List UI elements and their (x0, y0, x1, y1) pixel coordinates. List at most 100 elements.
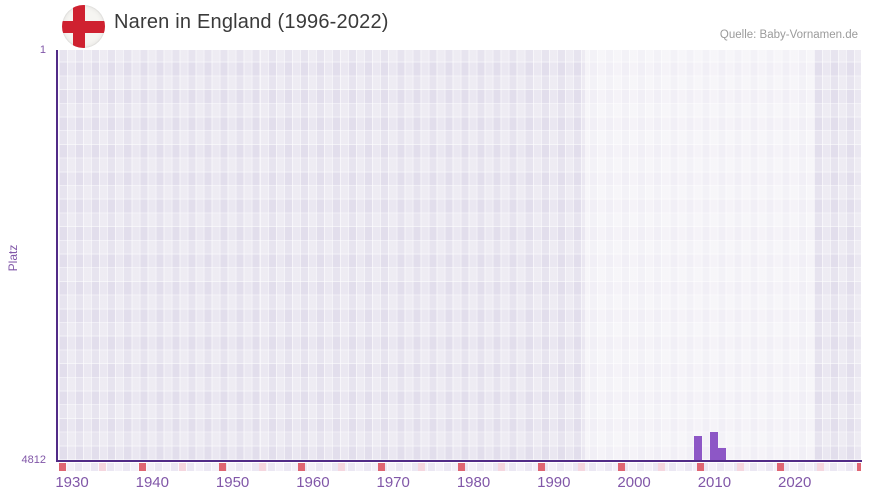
strip-cell (725, 463, 733, 471)
strip-cell (693, 463, 701, 471)
x-tick-1930: 1930 (55, 474, 89, 491)
y-axis-title: Platz (6, 244, 20, 272)
decade-marker-cell (59, 463, 67, 471)
strip-cell (556, 463, 564, 471)
strip-cell (508, 463, 516, 471)
strip-cell (765, 463, 773, 471)
strip-cell (701, 463, 709, 471)
strip-cell (195, 463, 203, 471)
strip-cell (211, 463, 219, 471)
strip-cell (131, 463, 139, 471)
strip-cell (669, 463, 677, 471)
strip-cell (444, 463, 452, 471)
chart-title: Naren in England (1996-2022) (114, 11, 389, 33)
strip-cell (709, 463, 717, 471)
strip-cell (83, 463, 91, 471)
half-decade-marker-cell (98, 463, 106, 471)
x-tick-1990: 1990 (537, 474, 571, 491)
strip-cell (388, 463, 396, 471)
x-tick-2000: 2000 (617, 474, 651, 491)
strip-cell (733, 463, 741, 471)
strip-cell (203, 463, 211, 471)
strip-cell (773, 463, 781, 471)
y-tick-bottom: 4812 (21, 454, 46, 466)
strip-cell (741, 463, 749, 471)
strip-cell (171, 463, 179, 471)
half-decade-marker-cell (737, 463, 745, 471)
strip-cell (845, 463, 853, 471)
strip-cell (67, 463, 75, 471)
x-tick-2010: 2010 (697, 474, 732, 491)
strip-cell (348, 463, 356, 471)
half-decade-marker-cell (497, 463, 505, 471)
strip-cell (404, 463, 412, 471)
strip-cell (653, 463, 661, 471)
strip-cell (235, 463, 243, 471)
strip-cell (75, 463, 83, 471)
strip-cell (91, 463, 99, 471)
strip-cell (243, 463, 251, 471)
y-axis-line (56, 50, 58, 462)
decade-marker-cell (777, 463, 785, 471)
x-tick-1940: 1940 (135, 474, 169, 491)
strip-cell (283, 463, 291, 471)
decade-marker-cell (537, 463, 545, 471)
strip-cell (227, 463, 235, 471)
strip-cell (356, 463, 364, 471)
y-tick-top: 1 (39, 44, 46, 56)
strip-cell (275, 463, 283, 471)
source-credit-link[interactable]: Quelle: Baby-Vornamen.de (719, 29, 858, 41)
decade-marker-cell (138, 463, 146, 471)
axis-marker-strip (59, 463, 861, 471)
strip-cell (452, 463, 460, 471)
strip-cell (123, 463, 131, 471)
rank-bar-2010[interactable] (710, 432, 718, 460)
strip-cell (821, 463, 829, 471)
strip-cell (572, 463, 580, 471)
strip-cell (492, 463, 500, 471)
flag-cross-horizontal (62, 20, 105, 33)
strip-cell (637, 463, 645, 471)
strip-cell (677, 463, 685, 471)
strip-cell (516, 463, 524, 471)
strip-cell (267, 463, 275, 471)
strip-cell (115, 463, 123, 471)
decade-marker-cell (298, 463, 306, 471)
rank-bar-2008[interactable] (694, 435, 702, 460)
rank-bar-2011[interactable] (718, 447, 726, 460)
strip-cell (476, 463, 484, 471)
decade-marker-cell (697, 463, 705, 471)
strip-cell (364, 463, 372, 471)
strip-cell (837, 463, 845, 471)
strip-cell (717, 463, 725, 471)
half-decade-marker-cell (657, 463, 665, 471)
strip-cell (629, 463, 637, 471)
strip-cell (107, 463, 115, 471)
strip-cell (396, 463, 404, 471)
strip-cell (805, 463, 813, 471)
half-decade-marker-cell (577, 463, 585, 471)
strip-cell (548, 463, 556, 471)
strip-cell (436, 463, 444, 471)
decade-marker-cell (617, 463, 625, 471)
strip-cell (332, 463, 340, 471)
data-range-highlight-band (585, 50, 814, 460)
strip-cell (155, 463, 163, 471)
strip-cell (484, 463, 492, 471)
half-decade-marker-cell (258, 463, 266, 471)
strip-cell (661, 463, 669, 471)
x-tick-1960: 1960 (296, 474, 330, 491)
strip-cell (749, 463, 757, 471)
decade-marker-cell (218, 463, 226, 471)
strip-cell (645, 463, 653, 471)
strip-cell (372, 463, 380, 471)
x-tick-2020: 2020 (778, 474, 812, 491)
strip-cell (829, 463, 837, 471)
half-decade-marker-cell (178, 463, 186, 471)
strip-cell (291, 463, 299, 471)
strip-cell (588, 463, 596, 471)
decade-marker-cell (378, 463, 386, 471)
x-axis-line (56, 460, 862, 462)
strip-cell (251, 463, 259, 471)
strip-cell (187, 463, 195, 471)
